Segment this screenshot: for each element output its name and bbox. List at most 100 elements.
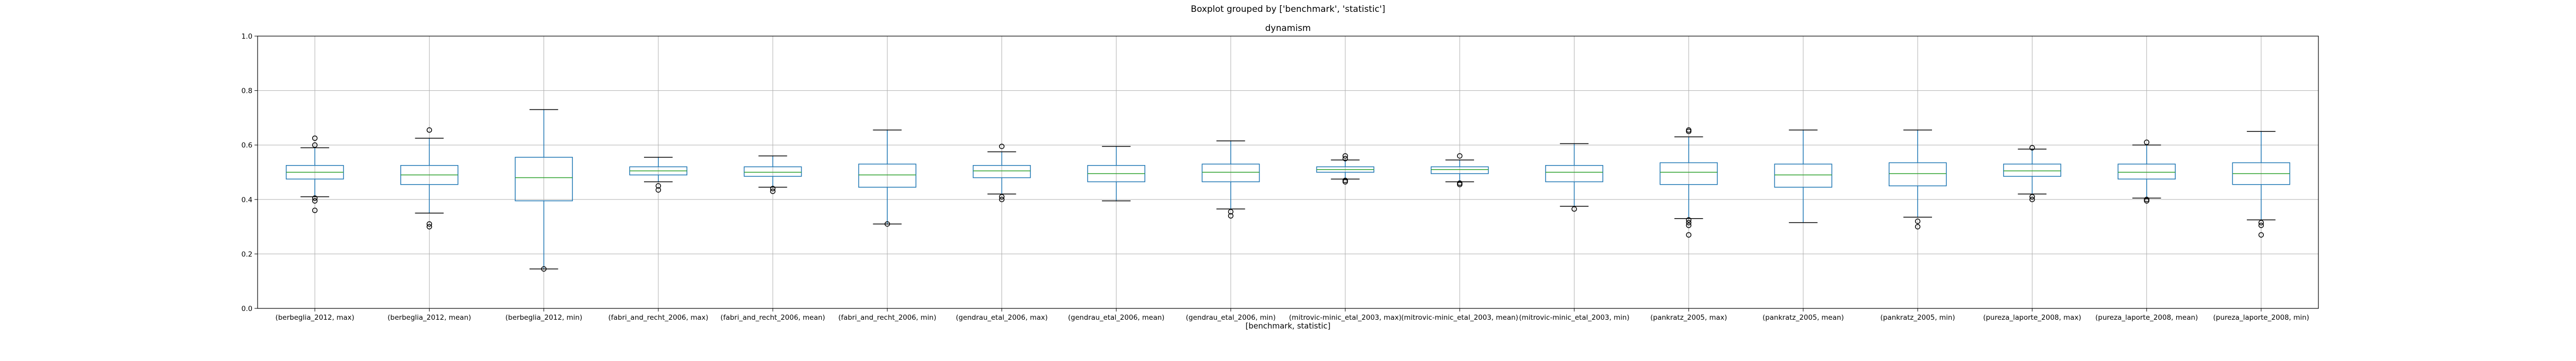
flier-point	[1914, 218, 1921, 224]
box-iqr	[858, 163, 917, 188]
flier-point	[884, 221, 890, 227]
flier-point	[1342, 153, 1348, 159]
box-group	[2117, 139, 2176, 204]
y-tick-label: 1.0	[242, 32, 252, 41]
flier-point	[2029, 145, 2035, 151]
box-group	[858, 129, 917, 227]
flier-point	[2029, 194, 2035, 200]
box-group	[973, 143, 1031, 203]
box-iqr	[1888, 162, 1947, 187]
flier-point	[312, 198, 318, 204]
box-group	[515, 109, 573, 272]
x-tick-label: (fabri_and_recht_2006, max)	[608, 314, 708, 322]
flier-point	[1457, 180, 1463, 186]
box-iqr	[515, 157, 573, 202]
box-iqr	[1431, 166, 1489, 174]
flier-point	[1571, 206, 1577, 212]
box-iqr	[1659, 162, 1718, 185]
box-iqr	[1201, 163, 1260, 183]
x-tick-label: (fabri_and_recht_2006, mean)	[720, 314, 825, 322]
x-tick-label: (berbeglia_2012, max)	[275, 314, 354, 322]
flier-point	[999, 194, 1005, 200]
x-tick-label: (mitrovic-minic_etal_2003, mean)	[1401, 314, 1518, 322]
axes-title: dynamism	[1265, 23, 1311, 34]
x-tick-label: (gendrau_etal_2006, min)	[1186, 314, 1276, 322]
box-series	[285, 109, 2291, 272]
flier-point	[427, 221, 432, 227]
x-tick-label: (berbeglia_2012, mean)	[387, 314, 471, 322]
box-iqr	[1545, 165, 1603, 183]
flier-point	[2029, 196, 2035, 203]
box-group	[743, 155, 802, 194]
box-group	[1545, 143, 1603, 212]
flier-point	[1457, 153, 1463, 159]
flier-point	[312, 142, 318, 148]
box-group	[1888, 129, 1947, 229]
box-group	[1659, 127, 1718, 238]
y-tick-label: 0.0	[242, 305, 252, 313]
plot-frame	[257, 36, 2319, 309]
x-axis: (berbeglia_2012, max) (berbeglia_2012, me…	[275, 308, 2309, 322]
y-tick-label: 0.2	[242, 250, 252, 258]
flier-point	[312, 135, 318, 141]
flier-point	[770, 188, 776, 194]
box-group	[1201, 140, 1260, 219]
flier-point	[2258, 232, 2264, 238]
x-tick-label: (pankratz_2005, mean)	[1762, 314, 1844, 322]
flier-point	[2144, 139, 2149, 145]
box-group	[1431, 153, 1489, 188]
grid-lines	[258, 36, 2318, 309]
flier-point	[999, 143, 1005, 150]
flier-point	[2258, 220, 2264, 225]
box-group	[2003, 145, 2061, 203]
flier-point	[427, 127, 432, 133]
x-tick-label: (pankratz_2005, max)	[1650, 314, 1727, 322]
box-iqr	[743, 166, 802, 177]
x-tick-label: (pureza_laporte_2008, min)	[2213, 314, 2309, 322]
x-tick-label: (mitrovic-minic_etal_2003, max)	[1289, 314, 1401, 322]
flier-point	[427, 224, 432, 229]
flier-point	[770, 186, 776, 191]
box-group	[1316, 153, 1375, 185]
flier-point	[999, 196, 1005, 203]
box-group	[629, 157, 688, 193]
flier-point	[1342, 177, 1348, 184]
box-iqr	[1774, 163, 1833, 188]
box-group	[285, 135, 344, 214]
flier-point	[1686, 220, 1692, 225]
flier-point	[2144, 196, 2149, 203]
x-tick-label: (mitrovic-minic_etal_2003, min)	[1519, 314, 1629, 322]
x-tick-label: (fabri_and_recht_2006, min)	[838, 314, 936, 322]
flier-point	[1914, 224, 1921, 229]
flier-point	[2258, 222, 2264, 228]
flier-point	[1686, 232, 1692, 238]
y-axis: 0.0 0.2 0.4 0.6 0.8 1.0	[242, 32, 258, 313]
y-tick-label: 0.8	[242, 87, 252, 95]
figure-title: Boxplot grouped by ['benchmark', 'statis…	[1191, 4, 1385, 14]
x-axis-label: [benchmark, statistic]	[1246, 321, 1331, 331]
box-iqr	[2003, 163, 2061, 177]
flier-point	[1228, 213, 1234, 219]
box-group	[1774, 129, 1833, 223]
flier-point	[655, 183, 662, 189]
flier-point	[1686, 217, 1692, 223]
y-tick-label: 0.4	[242, 196, 252, 204]
flier-point	[1686, 127, 1692, 133]
box-iqr	[973, 165, 1031, 178]
flier-point	[312, 207, 318, 214]
flier-point	[1228, 209, 1234, 215]
flier-point	[312, 195, 318, 201]
flier-point	[1686, 222, 1692, 228]
box-group	[1087, 146, 1145, 202]
box-group	[2232, 131, 2291, 238]
x-tick-label: (berbeglia_2012, min)	[505, 314, 582, 322]
box-group	[400, 127, 459, 229]
x-tick-label: (pureza_laporte_2008, mean)	[2095, 314, 2198, 322]
flier-point	[541, 266, 547, 272]
y-tick-label: 0.6	[242, 141, 252, 150]
flier-point	[655, 187, 662, 193]
x-tick-label: (gendrau_etal_2006, mean)	[1068, 314, 1164, 322]
x-tick-label: (gendrau_etal_2006, max)	[956, 314, 1047, 322]
x-tick-label: (pureza_laporte_2008, max)	[1983, 314, 2081, 322]
